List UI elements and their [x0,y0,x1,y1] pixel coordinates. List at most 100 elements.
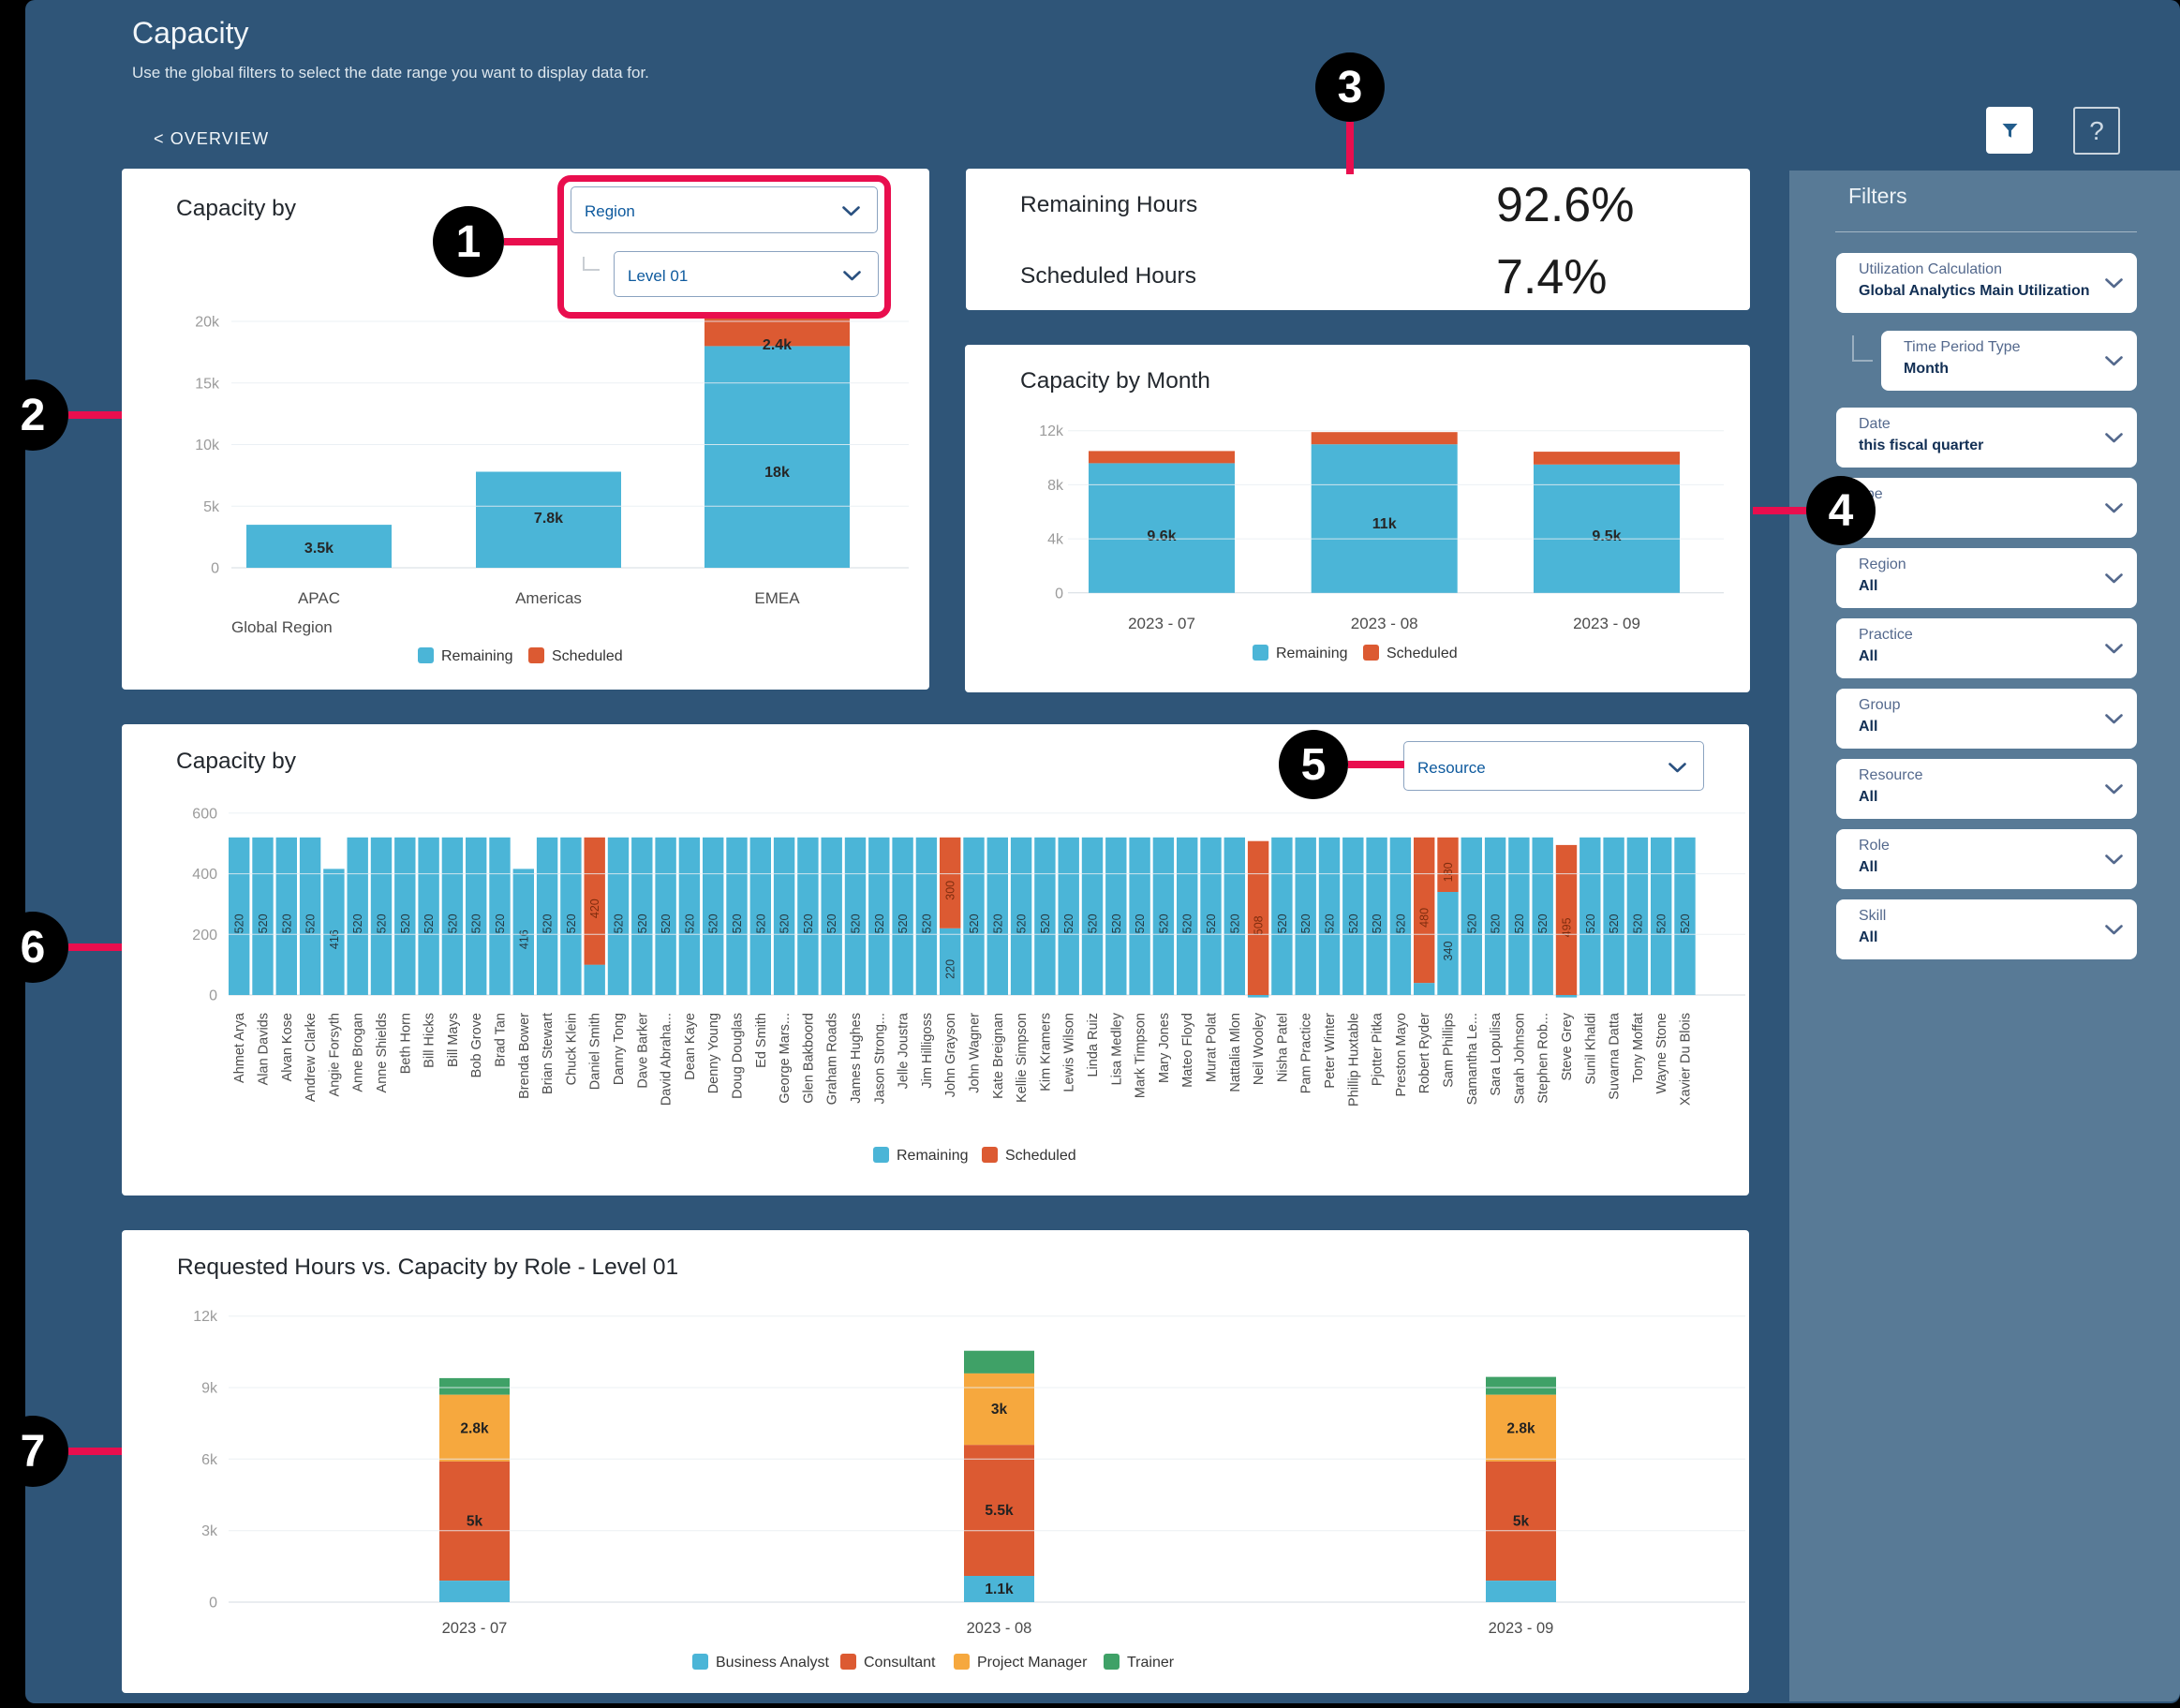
svg-text:480: 480 [1418,908,1431,928]
svg-text:Tony Moffat: Tony Moffat [1631,1013,1646,1083]
svg-text:0: 0 [209,988,217,1004]
svg-text:George Mars...: George Mars... [778,1013,793,1104]
svg-text:Denny Young: Denny Young [706,1013,721,1093]
svg-text:300: 300 [944,881,957,900]
svg-text:Anne Brogan: Anne Brogan [351,1013,366,1092]
svg-text:3k: 3k [201,1523,218,1539]
svg-text:508: 508 [1253,915,1266,935]
svg-text:2023 - 07: 2023 - 07 [1128,615,1195,632]
svg-text:Stephen Rob...: Stephen Rob... [1536,1013,1551,1104]
svg-text:Murat Polat: Murat Polat [1205,1013,1220,1082]
svg-text:Brian Stewart: Brian Stewart [541,1013,556,1094]
svg-text:Bill Mays: Bill Mays [446,1013,461,1067]
svg-text:3k: 3k [991,1402,1008,1418]
svg-text:520: 520 [683,913,696,933]
svg-text:520: 520 [304,913,318,933]
svg-text:Pam Practice: Pam Practice [1299,1013,1314,1093]
svg-text:520: 520 [850,913,863,933]
svg-text:John Wagner: John Wagner [968,1013,983,1093]
svg-text:520: 520 [1228,913,1241,933]
svg-text:Project Manager: Project Manager [977,1655,1088,1671]
svg-text:520: 520 [494,913,507,933]
svg-text:2.4k: 2.4k [763,337,792,353]
svg-text:520: 520 [920,913,933,933]
svg-text:520: 520 [802,913,815,933]
svg-text:520: 520 [1299,913,1312,933]
svg-text:520: 520 [731,913,744,933]
svg-text:Bill Hicks: Bill Hicks [423,1013,437,1068]
svg-text:520: 520 [779,913,792,933]
svg-text:520: 520 [1655,913,1668,933]
svg-text:520: 520 [707,913,720,933]
svg-text:Phillip Huxtable: Phillip Huxtable [1346,1013,1361,1106]
svg-text:Alvan Kose: Alvan Kose [280,1013,295,1081]
svg-text:520: 520 [1371,913,1384,933]
svg-text:520: 520 [1490,913,1503,933]
svg-text:Mateo Floyd: Mateo Floyd [1180,1013,1195,1088]
svg-text:Consultant: Consultant [864,1655,936,1671]
svg-text:520: 520 [873,913,886,933]
svg-text:Sunil Khaldi: Sunil Khaldi [1583,1013,1598,1085]
svg-text:1.1k: 1.1k [985,1582,1014,1597]
svg-text:Mark Timpson: Mark Timpson [1134,1013,1149,1098]
svg-text:Dean Kaye: Dean Kaye [683,1013,698,1080]
svg-text:520: 520 [351,913,364,933]
svg-text:2023 - 08: 2023 - 08 [967,1620,1032,1637]
svg-text:520: 520 [541,913,555,933]
svg-text:Graham Roads: Graham Roads [825,1013,840,1105]
svg-text:Jim Hilligoss: Jim Hilligoss [920,1013,935,1089]
svg-text:416: 416 [328,929,341,949]
svg-text:Steve Grey: Steve Grey [1560,1012,1575,1080]
svg-text:Chuck Klein: Chuck Klein [564,1013,579,1085]
svg-text:Ahmet Arya: Ahmet Arya [232,1012,247,1083]
svg-text:9k: 9k [201,1381,218,1397]
svg-text:18k: 18k [764,465,790,481]
svg-text:9.6k: 9.6k [1147,528,1176,544]
svg-text:520: 520 [897,913,910,933]
svg-text:520: 520 [1087,913,1100,933]
svg-text:Americas: Americas [515,589,582,607]
svg-text:0: 0 [1055,586,1063,602]
svg-text:Remaining: Remaining [1276,646,1347,661]
svg-text:520: 520 [1110,913,1123,933]
svg-text:520: 520 [660,913,673,933]
svg-text:Sarah Johnson: Sarah Johnson [1512,1013,1527,1105]
svg-text:520: 520 [1608,913,1621,933]
svg-text:5k: 5k [467,1514,483,1530]
svg-text:Scheduled: Scheduled [552,648,623,664]
svg-text:340: 340 [1442,942,1455,961]
svg-text:Kate Breignan: Kate Breignan [991,1013,1006,1099]
svg-text:200: 200 [192,928,217,943]
svg-text:8k: 8k [1047,478,1064,494]
svg-text:Trainer: Trainer [1127,1655,1175,1671]
svg-text:Nisha Patel: Nisha Patel [1275,1013,1290,1082]
svg-text:Peter Winter: Peter Winter [1323,1013,1338,1089]
svg-text:Doug Douglas: Doug Douglas [731,1013,746,1099]
svg-text:Global Region: Global Region [231,618,333,636]
svg-text:2023 - 09: 2023 - 09 [1489,1620,1554,1637]
svg-text:520: 520 [280,913,293,933]
svg-text:Ed Smith: Ed Smith [754,1013,769,1068]
svg-text:Sam Phillips: Sam Phillips [1442,1013,1457,1088]
svg-text:Alan Davids: Alan Davids [257,1013,272,1085]
svg-text:520: 520 [1513,913,1526,933]
svg-text:520: 520 [1181,913,1194,933]
svg-text:APAC: APAC [298,589,340,607]
svg-text:520: 520 [991,913,1004,933]
svg-text:Jelle Joustra: Jelle Joustra [897,1012,912,1089]
svg-text:0: 0 [211,561,219,577]
svg-text:520: 520 [565,913,578,933]
svg-text:Bob Grove: Bob Grove [469,1013,484,1077]
svg-text:520: 520 [1465,913,1478,933]
svg-text:2.8k: 2.8k [1506,1421,1535,1437]
svg-text:Business Analyst: Business Analyst [716,1655,830,1671]
svg-text:520: 520 [376,913,389,933]
svg-text:520: 520 [1205,913,1218,933]
svg-text:2023 - 09: 2023 - 09 [1573,615,1640,632]
svg-text:5k: 5k [203,499,220,515]
svg-text:400: 400 [192,867,217,883]
svg-text:0: 0 [209,1596,217,1611]
svg-text:520: 520 [257,913,270,933]
svg-text:Remaining: Remaining [897,1148,968,1164]
svg-text:Kim Kramers: Kim Kramers [1038,1013,1053,1092]
